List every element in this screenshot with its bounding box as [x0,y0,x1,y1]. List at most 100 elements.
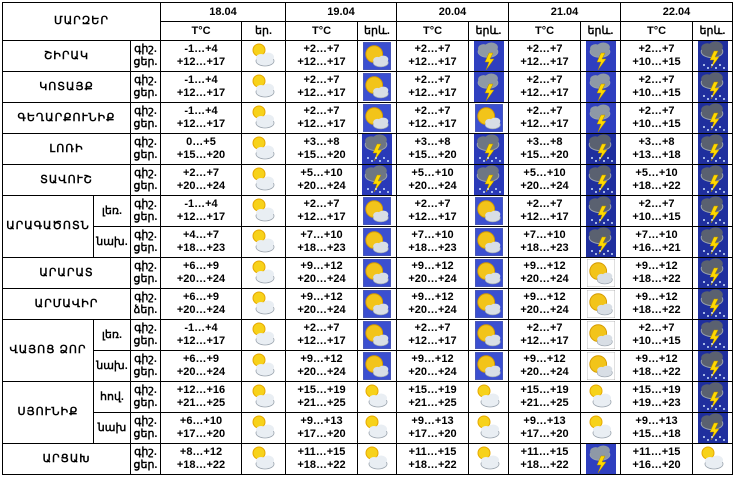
temp-cell: +3…+8 +15…+20 [285,133,358,165]
weather-icon-cell [357,381,397,413]
day-temp: +18…+23 [408,242,457,254]
temp-cell: +2…+7 +20…+24 [160,164,242,196]
weather-icon-cell [357,350,397,382]
weather-sun-cloud-icon [243,104,285,133]
day-temp: +18…+22 [632,273,681,285]
temp-cell: +9…+12 +20…+24 [396,288,469,320]
weather-icon-cell [357,288,397,320]
weather-sun-cloud-small-icon [470,290,508,318]
night-temp: +15…+19 [520,384,569,396]
weather-icon-cell [241,133,286,165]
temp-cell: -1…+4 +12…+17 [160,71,242,103]
night-temp: +2…+7 [638,322,675,334]
weather-icon-cell [580,195,621,227]
night-temp: +2…+7 [526,74,563,86]
weather-sun-cloud-icon [243,197,285,226]
day-temp: +10…+15 [632,335,681,347]
day-temp: +20…+24 [520,180,569,192]
temp-cell: +9…+12 +20…+24 [396,350,469,382]
weather-icon-cell [692,102,733,134]
region-name: ԼՈՌԻ [2,133,131,165]
night-temp: +4…+7 [182,229,220,241]
day-temp: +20…+24 [297,366,346,378]
day-label: ցեր. [133,180,158,192]
forecast-body: ՇԻՐԱԿ գիշ. ցեր. -1…+4 +12…+17 +2…+7 +12…+17 +… [2,40,733,475]
weather-thunder-rain-icon [470,134,508,164]
night-temp: +9…+13 [523,415,566,427]
day-temp: +20…+24 [176,180,226,192]
night-temp: +9…+12 [411,291,454,303]
day-temp: +15…+18 [632,428,681,440]
weather-icon-cell [580,71,621,103]
weather-icon-cell [580,133,621,165]
temp-cell: +2…+7 +10…+15 [620,319,693,351]
day-temp: +18…+23 [297,242,346,254]
day-temp: +17…+20 [297,428,346,440]
day-temp: +18…+22 [520,459,569,471]
weather-sun-cloud-small-icon [359,259,396,287]
weather-icon-cell [357,102,397,134]
period-labels: գիշ. ցեր. [130,133,161,165]
weather-icon-cell [468,164,509,196]
weather-sun-cloud-small-icon [359,290,396,318]
weather-icon-cell [468,257,509,289]
day-temp: +17…+20 [408,428,457,440]
weather-sun-cloud-icon [582,383,620,412]
day-temp: +10…+15 [632,118,681,130]
weather-icon-cell [357,226,397,258]
weather-thunder-rain-icon [359,165,396,195]
day-temp: +20…+24 [408,304,457,316]
weather-sun-cloud-icon [582,414,620,443]
weather-icon-cell [580,443,621,475]
temp-cell: +2…+7 +12…+17 [285,40,358,72]
weather-icon-cell [692,195,733,227]
weather-sun-cloud-icon [470,414,508,443]
subregion-name: նախ. [93,350,131,382]
night-temp: +6…+10 [179,415,223,427]
temp-cell: +5…+10 +20…+24 [396,164,469,196]
weather-icon-cell [692,381,733,413]
weather-icon-cell [692,319,733,351]
temp-cell: +2…+7 +10…+15 [620,102,693,134]
day-label: ցեր. [133,397,158,409]
weather-thunder-dark-icon [694,41,732,71]
day-temp: +20…+24 [176,366,226,378]
temp-cell: +6…+10 +17…+20 [160,412,242,444]
day-temp: +12…+17 [297,118,346,130]
day-temp: +18…+23 [176,242,226,254]
day-label: ցեր. [133,87,158,99]
subregion-name: հով. [93,381,131,413]
night-temp: +11…+15 [297,446,346,458]
day-temp: +20…+24 [297,180,346,192]
temp-cell: +9…+13 +17…+20 [396,412,469,444]
night-temp: +5…+10 [635,167,678,179]
region-row: ՍՅՈՒՆԻՔ հով. գիշ. ցեր. +12…+16 +21…+25 +15…+1… [2,381,733,444]
temp-cell: +9…+12 +18…+22 [620,288,693,320]
temp-col-header: T°C [620,21,693,41]
weather-thunder-icon [582,444,620,474]
night-temp: +5…+10 [300,167,343,179]
temp-cell: +9…+13 +15…+18 [620,412,693,444]
temp-cell: +2…+7 +12…+17 [285,102,358,134]
weather-icon-cell [357,40,397,72]
day-temp: +18…+22 [176,459,226,471]
temp-cell: +9…+12 +18…+22 [620,350,693,382]
weather-icon-cell [357,319,397,351]
weather-icon-cell [241,71,286,103]
weather-thunder-dark-icon [694,72,732,102]
night-label: գիշ. [134,167,157,179]
night-temp: +2…+7 [303,43,340,55]
day-temp: +15…+20 [297,149,346,161]
temp-cell: +7…+10 +18…+23 [508,226,581,258]
weather-thunder-icon [582,41,620,71]
region-row: ՏԱՎՈՒՇ գիշ. ցեր. +2…+7 +20…+24 +5…+10 +20…+24… [2,164,733,196]
temp-cell: +3…+8 +15…+20 [508,133,581,165]
weather-icon-cell [357,443,397,475]
night-temp: +2…+7 [303,105,340,117]
temp-cell: +2…+7 +10…+15 [620,71,693,103]
night-temp: +9…+12 [523,260,566,272]
night-temp: +2…+7 [526,105,563,117]
region-name: ՎԱՅՈՑ ՁՈՐ [2,319,94,382]
temp-cell: +2…+7 +12…+17 [508,71,581,103]
weather-thunder-dark-icon [582,165,620,195]
